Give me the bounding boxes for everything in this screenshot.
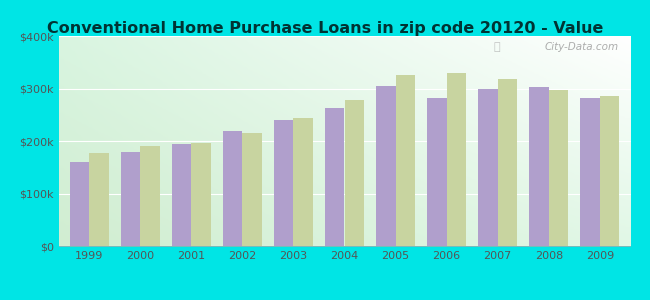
Bar [376,86,396,246]
Bar [121,152,140,246]
Text: City-Data.com: City-Data.com [545,42,619,52]
Text: Conventional Home Purchase Loans in zip code 20120 - Value: Conventional Home Purchase Loans in zip … [47,21,603,36]
Bar [478,88,498,246]
Bar [140,146,160,246]
Bar [191,143,211,246]
Bar [89,152,109,246]
Bar [274,120,293,246]
Bar [172,144,191,246]
Bar [600,96,619,246]
Bar [293,118,313,246]
Bar [325,109,344,246]
Bar [396,75,415,246]
Bar [70,162,89,246]
Bar [447,73,466,246]
Legend: HMDA, PMIC: HMDA, PMIC [280,298,409,300]
Bar [529,88,549,246]
Bar [498,79,517,246]
Text: ⓘ: ⓘ [493,42,500,52]
Bar [344,100,364,246]
Bar [223,130,242,246]
Bar [580,98,600,246]
Bar [242,133,262,246]
Bar [427,98,447,246]
Bar [549,90,568,246]
